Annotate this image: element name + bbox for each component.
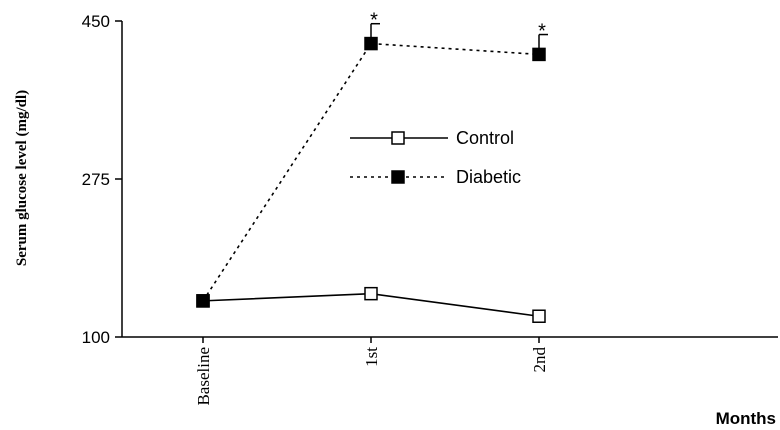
legend-marker — [391, 131, 405, 145]
data-point — [364, 286, 378, 301]
data-point — [532, 47, 546, 62]
y-tick-label: 450 — [82, 12, 110, 31]
data-point — [364, 36, 378, 51]
y-tick-label: 100 — [82, 328, 110, 347]
data-point — [196, 294, 210, 308]
series-diabetic: * * — [196, 10, 548, 308]
significance-label: * — [538, 21, 546, 43]
axes: 100 275 450 Baseline 1st 2nd — [82, 12, 778, 406]
legend-label: Diabetic — [456, 167, 521, 187]
x-axis-label: Months — [716, 409, 776, 428]
x-tick-label: 2nd — [530, 347, 549, 373]
legend: Control Diabetic — [350, 128, 521, 187]
x-tick-label: Baseline — [194, 347, 213, 406]
legend-label: Control — [456, 128, 514, 148]
significance-label: * — [370, 10, 378, 32]
y-tick-label: 275 — [82, 170, 110, 189]
y-axis-label: Serum glucose level (mg/dl) — [14, 90, 30, 266]
series-layer: * * — [196, 10, 548, 323]
legend-marker — [391, 170, 405, 184]
series-control — [196, 286, 546, 323]
data-point — [532, 309, 546, 323]
x-tick-label: 1st — [362, 347, 381, 367]
